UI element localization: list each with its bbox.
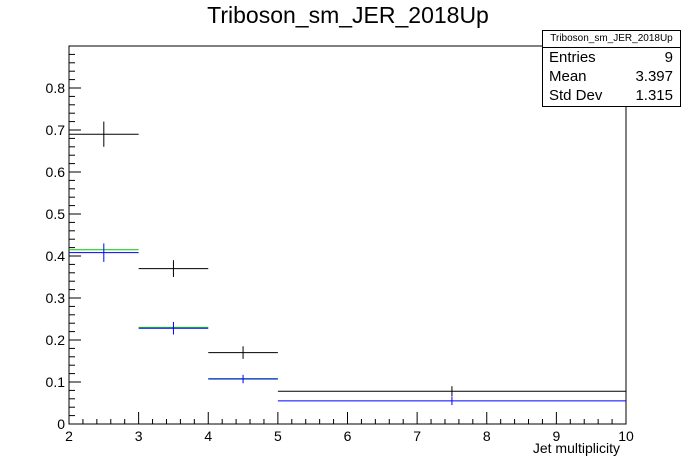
y-tick-label: 0.6 <box>46 164 66 180</box>
data-point <box>69 121 139 147</box>
stats-label: Mean <box>549 68 587 85</box>
y-tick-label: 0.8 <box>46 80 66 96</box>
chart-title: Triboson_sm_JER_2018Up <box>207 2 489 28</box>
stats-box-title: Triboson_sm_JER_2018Up <box>543 31 680 48</box>
data-marks <box>69 121 626 406</box>
data-point <box>208 346 278 359</box>
stats-label: Std Dev <box>549 87 603 104</box>
y-tick-label: 0.5 <box>46 206 66 222</box>
x-tick-label: 4 <box>204 428 212 444</box>
y-tick-label: 0.1 <box>46 374 66 390</box>
stats-value: 3.397 <box>635 68 673 85</box>
stats-box: Triboson_sm_JER_2018Up Entries 9 Mean 3.… <box>542 30 681 107</box>
x-tick-label: 7 <box>413 428 421 444</box>
data-point <box>69 243 139 262</box>
y-tick-label: 0 <box>57 416 65 432</box>
data-point <box>277 386 626 397</box>
x-axis-label: Jet multiplicity <box>532 440 620 456</box>
stats-row-mean: Mean 3.397 <box>543 67 680 86</box>
series-0 <box>69 121 626 397</box>
x-tick-label: 9 <box>552 428 560 444</box>
stats-row-stddev: Std Dev 1.315 <box>543 86 680 105</box>
y-tick-label: 0.3 <box>46 290 66 306</box>
x-tick-label: 6 <box>344 428 352 444</box>
tick-marks <box>68 45 627 425</box>
y-tick-label: 0.4 <box>46 248 66 264</box>
x-tick-label: 10 <box>618 428 634 444</box>
x-tick-label: 2 <box>65 428 73 444</box>
data-point <box>277 396 626 406</box>
y-tick-label: 0.2 <box>46 332 66 348</box>
y-tick-label: 0.7 <box>46 122 66 138</box>
stats-label: Entries <box>549 49 596 66</box>
stats-value: 9 <box>664 49 673 66</box>
data-point <box>138 321 209 335</box>
tick-labels: 2 3 4 5 6 7 8 9 10 0 0.1 0.2 0.3 0.4 0.5 0.6 0.7 0.8 <box>46 80 634 444</box>
stats-value: 1.315 <box>635 87 673 104</box>
x-tick-label: 3 <box>135 428 143 444</box>
stats-row-entries: Entries 9 <box>543 48 680 67</box>
x-tick-label: 8 <box>483 428 491 444</box>
x-tick-label: 5 <box>274 428 282 444</box>
data-point <box>208 374 278 384</box>
series-2 <box>69 243 626 406</box>
data-point <box>138 260 209 277</box>
